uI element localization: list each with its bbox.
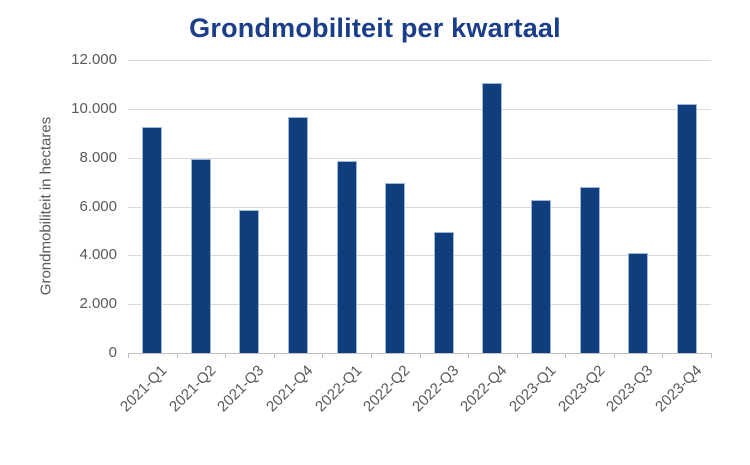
bar-2021-Q2 — [191, 159, 211, 353]
bar-2023-Q3 — [628, 253, 648, 353]
x-axis-label: 2021-Q2 — [165, 362, 220, 416]
bar-2022-Q3 — [434, 232, 454, 353]
bar-2021-Q1 — [142, 127, 162, 353]
gridline — [128, 158, 711, 159]
y-axis-label: 0 — [108, 344, 117, 361]
x-axis-tick-mark — [177, 354, 178, 358]
x-axis-label: 2021-Q3 — [213, 362, 268, 416]
x-axis-label: 2022-Q3 — [408, 362, 463, 416]
chart-title: Grondmobiliteit per kwartaal — [189, 13, 561, 43]
x-axis-label: 2022-Q2 — [359, 362, 414, 416]
gridline — [128, 255, 711, 256]
x-axis-tick-mark — [274, 354, 275, 358]
bar-2022-Q4 — [482, 83, 502, 353]
gridline — [128, 207, 711, 208]
y-axis-label: 6.000 — [79, 198, 117, 215]
x-axis-label: 2023-Q3 — [602, 362, 657, 416]
x-axis-label: 2022-Q4 — [456, 362, 511, 416]
bar-2021-Q4 — [288, 117, 308, 353]
x-axis-tick-mark — [128, 354, 129, 358]
x-axis-label: 2021-Q4 — [262, 362, 317, 416]
x-axis-tick-mark — [468, 354, 469, 358]
gridline — [128, 60, 711, 61]
x-axis-label: 2021-Q1 — [116, 362, 171, 416]
y-axis-label: 8.000 — [79, 149, 117, 166]
y-axis-label: 10.000 — [71, 100, 117, 117]
x-axis-tick-mark — [420, 354, 421, 358]
y-axis-label: 2.000 — [79, 295, 117, 312]
x-axis-tick-mark — [614, 354, 615, 358]
x-axis-label: 2023-Q4 — [651, 362, 706, 416]
bar-2022-Q2 — [385, 183, 405, 353]
x-axis-tick-mark — [225, 354, 226, 358]
x-axis-tick-mark — [371, 354, 372, 358]
x-axis-label: 2023-Q2 — [554, 362, 609, 416]
bar-2023-Q4 — [677, 104, 697, 353]
bar-2021-Q3 — [239, 210, 259, 353]
bar-2022-Q1 — [337, 161, 357, 353]
y-axis-label: 4.000 — [79, 246, 117, 263]
x-axis-label: 2022-Q1 — [311, 362, 366, 416]
x-axis-line — [128, 353, 712, 354]
x-axis-tick-mark — [517, 354, 518, 358]
x-axis-tick-mark — [565, 354, 566, 358]
x-axis-label: 2023-Q1 — [505, 362, 560, 416]
bar-2023-Q1 — [531, 200, 551, 353]
bar-2023-Q2 — [580, 187, 600, 353]
x-axis-tick-mark — [662, 354, 663, 358]
gridline — [128, 109, 711, 110]
gridline — [128, 304, 711, 305]
x-axis-tick-mark — [322, 354, 323, 358]
y-axis-label: 12.000 — [71, 51, 117, 68]
x-axis-tick-mark — [711, 354, 712, 358]
